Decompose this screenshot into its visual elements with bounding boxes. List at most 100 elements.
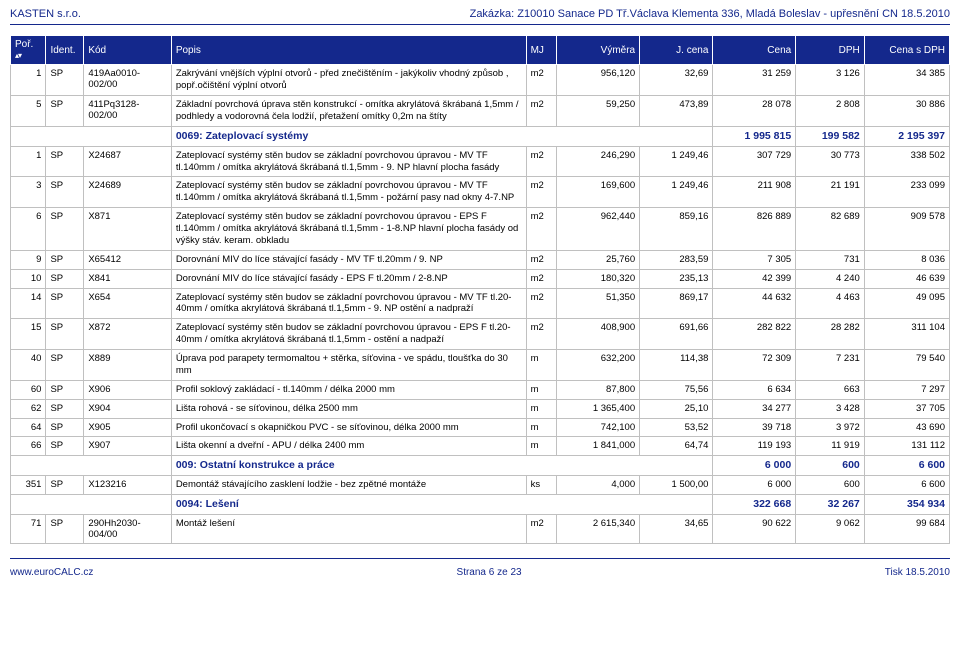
cell-por: 351 <box>11 476 46 495</box>
col-ident[interactable]: Ident. <box>46 36 84 65</box>
cell-popis: Demontáž stávajícího zasklení lodžie - b… <box>171 476 526 495</box>
cell-popis: Profil soklový zakládací - tl.140mm / dé… <box>171 380 526 399</box>
cell-por: 40 <box>11 350 46 381</box>
cell-kod: X24689 <box>84 177 172 208</box>
cell-dph: 4 240 <box>796 269 865 288</box>
cell-kod: X904 <box>84 399 172 418</box>
cell-popis: Profil ukončovací s okapničkou PVC - se … <box>171 418 526 437</box>
section-spacer <box>11 456 172 476</box>
cell-kod: X65412 <box>84 250 172 269</box>
table-row: 9SPX65412Dorovnání MIV do líce stávající… <box>11 250 950 269</box>
cell-jcena: 283,59 <box>640 250 713 269</box>
company-name: KASTEN s.r.o. <box>10 8 81 20</box>
project-name: Zakázka: Z10010 Sanace PD Tř.Václava Kle… <box>470 8 950 20</box>
cell-mj: m2 <box>526 288 557 319</box>
cell-vymera: 632,200 <box>557 350 640 381</box>
section-cena: 1 995 815 <box>713 126 796 146</box>
cell-vymera: 25,760 <box>557 250 640 269</box>
cell-kod: 419Aa0010-002/00 <box>84 65 172 96</box>
cell-popis: Lišta okenní a dveřní - APU / délka 2400… <box>171 437 526 456</box>
cell-por: 71 <box>11 515 46 544</box>
cell-cena-s-dph: 34 385 <box>864 65 949 96</box>
col-kod[interactable]: Kód <box>84 36 172 65</box>
cell-popis: Zakrývání vnějších výplní otvorů - před … <box>171 65 526 96</box>
cell-cena: 282 822 <box>713 319 796 350</box>
cell-ident: SP <box>46 208 84 251</box>
cell-vymera: 51,350 <box>557 288 640 319</box>
table-row: 1SPX24687Zateplovací systémy stěn budov … <box>11 146 950 177</box>
table-head: Poř. ▴▾ Ident. Kód Popis MJ Výměra J. ce… <box>11 36 950 65</box>
sort-icon: ▴▾ <box>15 51 21 60</box>
cell-cena-s-dph: 37 705 <box>864 399 949 418</box>
cell-ident: SP <box>46 319 84 350</box>
cell-cena: 42 399 <box>713 269 796 288</box>
cell-dph: 2 808 <box>796 95 865 126</box>
cell-jcena: 32,69 <box>640 65 713 96</box>
cell-cena-s-dph: 8 036 <box>864 250 949 269</box>
cell-jcena: 64,74 <box>640 437 713 456</box>
cell-ident: SP <box>46 146 84 177</box>
cell-jcena: 75,56 <box>640 380 713 399</box>
cell-por: 60 <box>11 380 46 399</box>
table-row: 60SPX906Profil soklový zakládací - tl.14… <box>11 380 950 399</box>
table-row: 66SPX907Lišta okenní a dveřní - APU / dé… <box>11 437 950 456</box>
cell-por: 14 <box>11 288 46 319</box>
cell-popis: Lišta rohová - se síťovinou, délka 2500 … <box>171 399 526 418</box>
cell-cena: 7 305 <box>713 250 796 269</box>
section-cena-s-dph: 354 934 <box>864 495 949 515</box>
cell-jcena: 473,89 <box>640 95 713 126</box>
cell-ident: SP <box>46 177 84 208</box>
cell-vymera: 1 365,400 <box>557 399 640 418</box>
cell-kod: 411Pq3128-002/00 <box>84 95 172 126</box>
table-row: 40SPX889Úprava pod parapety termomaltou … <box>11 350 950 381</box>
cell-jcena: 859,16 <box>640 208 713 251</box>
cell-cena: 44 632 <box>713 288 796 319</box>
col-jcena[interactable]: J. cena <box>640 36 713 65</box>
cell-dph: 663 <box>796 380 865 399</box>
cell-jcena: 53,52 <box>640 418 713 437</box>
cell-dph: 11 919 <box>796 437 865 456</box>
col-cena[interactable]: Cena <box>713 36 796 65</box>
cell-vymera: 169,600 <box>557 177 640 208</box>
cell-por: 10 <box>11 269 46 288</box>
section-dph: 600 <box>796 456 865 476</box>
cell-popis: Úprava pod parapety termomaltou + stěrka… <box>171 350 526 381</box>
table-row: 1SP419Aa0010-002/00Zakrývání vnějších vý… <box>11 65 950 96</box>
section-title: 009: Ostatní konstrukce a práce <box>171 456 713 476</box>
cell-por: 66 <box>11 437 46 456</box>
cell-por: 9 <box>11 250 46 269</box>
cell-mj: m <box>526 350 557 381</box>
table-row: 10SPX841Dorovnání MIV do líce stávající … <box>11 269 950 288</box>
cell-kod: X889 <box>84 350 172 381</box>
cell-ident: SP <box>46 515 84 544</box>
cell-cena-s-dph: 233 099 <box>864 177 949 208</box>
cell-por: 1 <box>11 146 46 177</box>
cell-popis: Zateplovací systémy stěn budov se základ… <box>171 146 526 177</box>
cell-cena: 6 634 <box>713 380 796 399</box>
col-vymera[interactable]: Výměra <box>557 36 640 65</box>
cell-ident: SP <box>46 418 84 437</box>
cell-dph: 82 689 <box>796 208 865 251</box>
col-por[interactable]: Poř. ▴▾ <box>11 36 46 65</box>
section-cena-s-dph: 2 195 397 <box>864 126 949 146</box>
cell-dph: 28 282 <box>796 319 865 350</box>
col-cena-s-dph[interactable]: Cena s DPH <box>864 36 949 65</box>
cell-cena-s-dph: 46 639 <box>864 269 949 288</box>
cell-kod: X871 <box>84 208 172 251</box>
table-row: 62SPX904Lišta rohová - se síťovinou, dél… <box>11 399 950 418</box>
cell-dph: 7 231 <box>796 350 865 381</box>
cell-mj: m2 <box>526 515 557 544</box>
section-row: 0094: Lešení322 66832 267354 934 <box>11 495 950 515</box>
cell-vymera: 962,440 <box>557 208 640 251</box>
cell-kod: X123216 <box>84 476 172 495</box>
col-popis[interactable]: Popis <box>171 36 526 65</box>
cell-mj: m2 <box>526 250 557 269</box>
col-dph[interactable]: DPH <box>796 36 865 65</box>
table-row: 71SP290Hh2030-004/00Montáž lešením22 615… <box>11 515 950 544</box>
col-mj[interactable]: MJ <box>526 36 557 65</box>
cell-jcena: 1 500,00 <box>640 476 713 495</box>
cell-popis: Montáž lešení <box>171 515 526 544</box>
cell-cena: 211 908 <box>713 177 796 208</box>
cell-cena-s-dph: 43 690 <box>864 418 949 437</box>
cell-kod: X907 <box>84 437 172 456</box>
